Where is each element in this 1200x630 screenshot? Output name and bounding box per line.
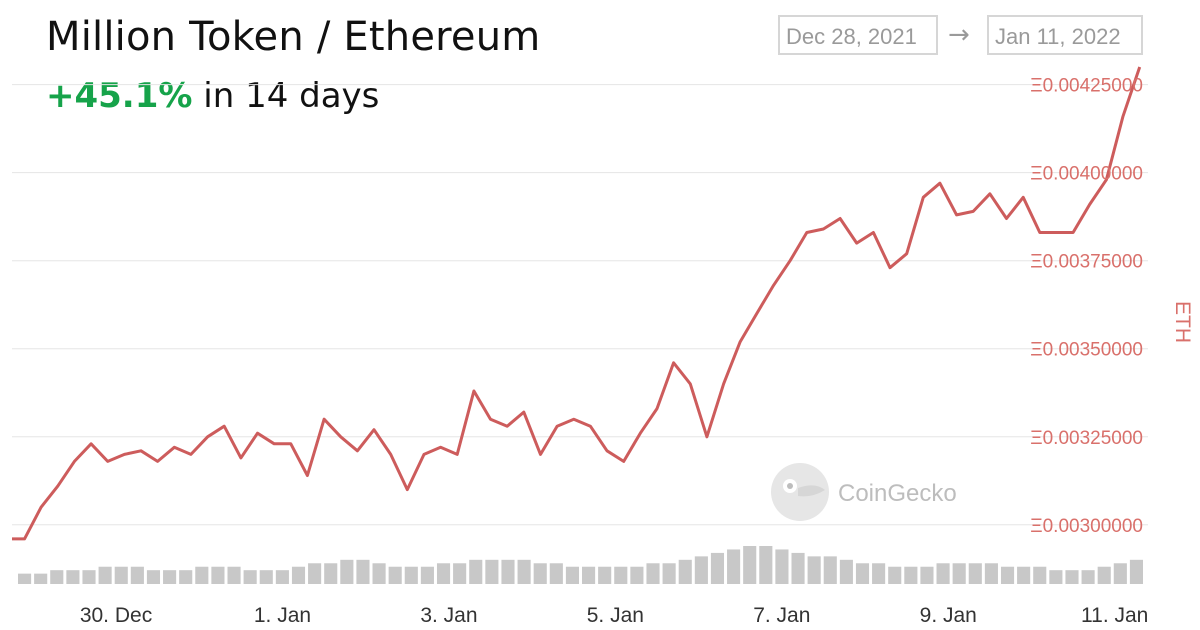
volume-bar xyxy=(50,570,64,584)
volume-bar xyxy=(1113,563,1127,584)
volume-bar xyxy=(727,549,741,584)
chart-title: Million Token / Ethereum xyxy=(46,14,541,60)
x-tick-label: 30. Dec xyxy=(80,604,152,627)
x-tick-label: 9. Jan xyxy=(920,604,977,627)
start-date-input[interactable]: Dec 28, 2021 xyxy=(778,15,938,55)
volume-bar xyxy=(582,566,596,584)
price-line xyxy=(12,66,1142,541)
volume-bar xyxy=(1081,570,1095,584)
volume-bar xyxy=(614,566,628,584)
volume-bar xyxy=(598,566,612,584)
watermark-text: CoinGecko xyxy=(838,480,957,507)
y-tick-label: Ξ0.00325000 xyxy=(1030,428,1143,449)
volume-bar xyxy=(130,566,144,584)
volume-bar xyxy=(1033,566,1047,584)
volume-bar xyxy=(888,566,902,584)
grid-lines xyxy=(12,84,1148,526)
volume-bar xyxy=(146,570,161,584)
volume-bar xyxy=(694,556,708,584)
volume-bar xyxy=(308,563,322,584)
volume-bar xyxy=(662,563,676,584)
volume-bar xyxy=(114,566,128,584)
volume-bar xyxy=(66,570,80,584)
volume-bar xyxy=(759,546,773,584)
end-date-input[interactable]: Jan 11, 2022 xyxy=(987,15,1143,55)
volume-bar xyxy=(340,559,354,584)
x-tick-label: 7. Jan xyxy=(753,604,810,627)
volume-bar xyxy=(259,570,273,584)
volume-bar xyxy=(356,559,370,584)
range-arrow-icon: → xyxy=(948,20,970,50)
volume-bar xyxy=(501,559,515,584)
volume-bar xyxy=(565,566,579,584)
change-period: in 14 days xyxy=(192,76,380,116)
volume-bar xyxy=(485,559,499,584)
volume-bar xyxy=(195,566,209,584)
volume-bar xyxy=(743,546,757,584)
y-tick-label: Ξ0.00375000 xyxy=(1030,252,1143,273)
volume-bar xyxy=(1000,566,1015,584)
volume-bar xyxy=(420,566,434,584)
volume-bar xyxy=(1065,570,1079,584)
volume-bar xyxy=(436,563,451,584)
volume-bar xyxy=(920,566,934,584)
x-axis-labels: 30. Dec 1. Jan 3. Jan 5. Jan 7. Jan 9. Jan 11.… xyxy=(80,604,1149,627)
volume-bar xyxy=(517,559,531,584)
change-summary: +45.1% in 14 days xyxy=(46,76,379,116)
volume-bar xyxy=(1129,559,1143,584)
volume-bar xyxy=(710,552,725,584)
percent-change: +45.1% xyxy=(46,76,193,116)
volume-bar xyxy=(855,563,870,584)
volume-bar xyxy=(227,566,241,584)
volume-bar xyxy=(324,563,338,584)
y-tick-label: Ξ0.00350000 xyxy=(1030,340,1143,361)
volume-bar xyxy=(372,563,386,584)
coingecko-watermark: CoinGecko xyxy=(771,463,957,521)
volume-bar xyxy=(904,566,918,584)
y-tick-label: Ξ0.00300000 xyxy=(1030,516,1143,537)
volume-bar xyxy=(533,563,547,584)
volume-bar xyxy=(98,566,112,584)
y-tick-label: Ξ0.00400000 xyxy=(1030,164,1143,185)
volume-bar xyxy=(872,563,886,584)
volume-bar xyxy=(243,570,257,584)
volume-bar xyxy=(275,570,289,584)
volume-bar xyxy=(453,563,467,584)
volume-bar xyxy=(952,563,966,584)
y-axis-labels: Ξ0.00300000 Ξ0.00325000 Ξ0.00350000 Ξ0.0037… xyxy=(1030,76,1143,537)
volume-bars xyxy=(18,546,1143,584)
volume-bar xyxy=(1017,566,1031,584)
y-tick-label: Ξ0.00425000 xyxy=(1030,76,1143,97)
volume-bar xyxy=(807,556,821,584)
x-tick-label: 3. Jan xyxy=(420,604,477,627)
volume-bar xyxy=(179,570,193,584)
volume-bar xyxy=(775,549,789,584)
volume-bar xyxy=(791,552,805,584)
x-tick-label: 11. Jan xyxy=(1081,604,1148,627)
volume-bar xyxy=(469,559,483,584)
volume-bar xyxy=(984,563,998,584)
volume-bar xyxy=(549,563,563,584)
volume-bar xyxy=(291,566,306,584)
volume-bar xyxy=(839,559,853,584)
x-tick-label: 1. Jan xyxy=(254,604,311,627)
volume-bar xyxy=(211,566,225,584)
volume-bar xyxy=(936,563,950,584)
y-axis-title: ETH xyxy=(1171,301,1194,343)
volume-bar xyxy=(1049,570,1063,584)
volume-bar xyxy=(34,573,48,584)
x-tick-label: 5. Jan xyxy=(587,604,644,627)
volume-bar xyxy=(163,570,177,584)
volume-bar xyxy=(1097,566,1111,584)
volume-bar xyxy=(630,566,644,584)
volume-bar xyxy=(388,566,402,584)
volume-bar xyxy=(823,556,837,584)
volume-bar xyxy=(82,570,96,584)
volume-bar xyxy=(404,566,418,584)
volume-bar xyxy=(968,563,982,584)
volume-bar xyxy=(646,563,660,584)
volume-bar xyxy=(18,573,32,584)
volume-bar xyxy=(678,559,692,584)
